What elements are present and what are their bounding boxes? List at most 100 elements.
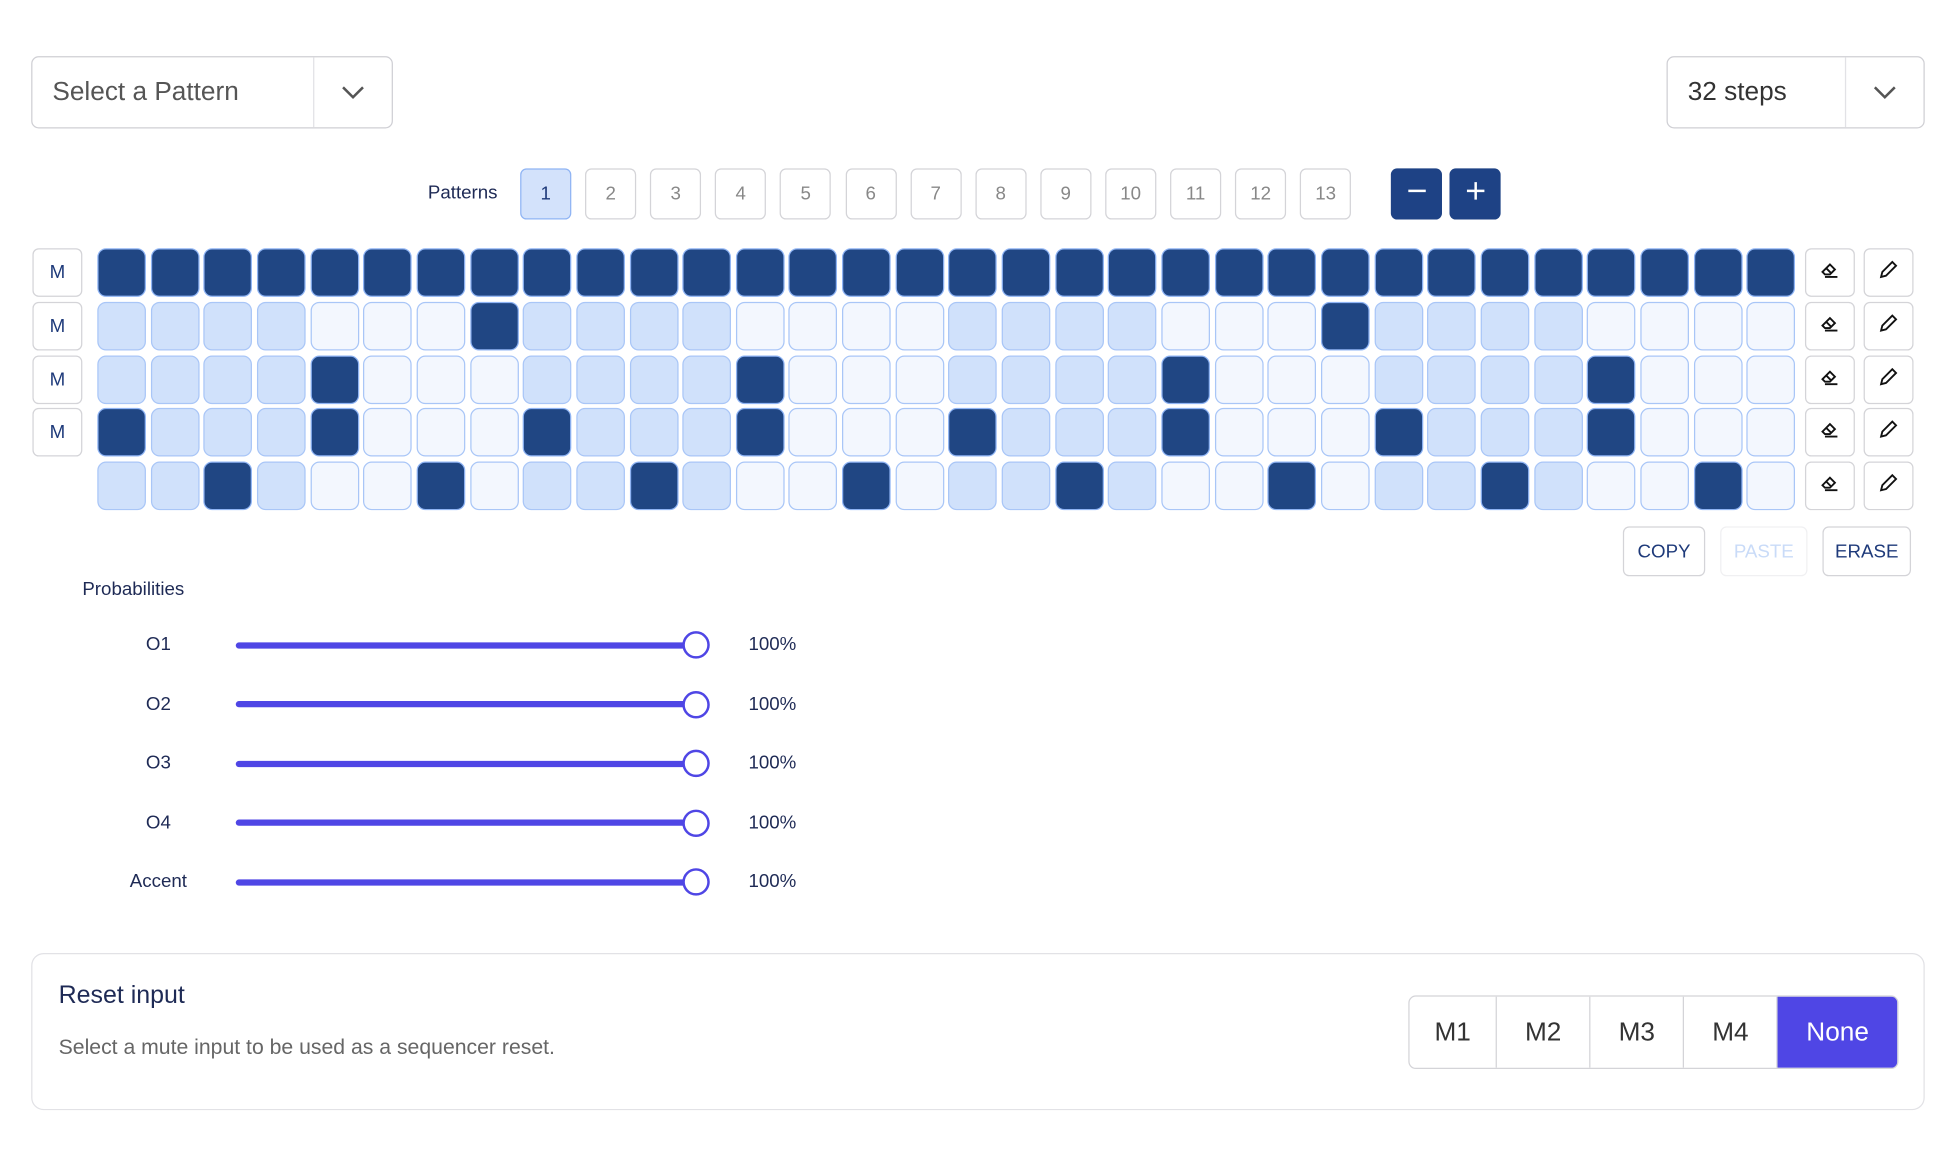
step-cell[interactable] bbox=[1320, 408, 1370, 458]
step-cell[interactable] bbox=[629, 408, 678, 458]
step-cell[interactable] bbox=[788, 301, 838, 351]
step-cell[interactable] bbox=[1054, 408, 1104, 458]
probability-slider-thumb[interactable] bbox=[682, 868, 710, 897]
probability-slider-thumb[interactable] bbox=[682, 690, 710, 718]
steps-select[interactable]: 32 steps bbox=[1666, 56, 1925, 129]
step-cell[interactable] bbox=[1427, 461, 1476, 511]
copy-button[interactable]: COPY bbox=[1622, 526, 1706, 577]
step-cell[interactable] bbox=[522, 461, 572, 511]
step-cell[interactable] bbox=[310, 408, 359, 458]
mute-button[interactable]: M bbox=[32, 408, 83, 458]
step-cell[interactable] bbox=[416, 355, 466, 404]
step-cell[interactable] bbox=[1001, 355, 1051, 404]
step-cell[interactable] bbox=[1267, 355, 1317, 404]
step-cell[interactable] bbox=[1214, 461, 1264, 511]
step-cell[interactable] bbox=[1427, 301, 1476, 351]
step-cell[interactable] bbox=[788, 461, 838, 511]
step-cell[interactable] bbox=[682, 301, 732, 351]
step-cell[interactable] bbox=[629, 461, 678, 511]
step-cell[interactable] bbox=[1693, 355, 1742, 404]
step-cell[interactable] bbox=[1267, 248, 1317, 297]
step-cell[interactable] bbox=[1427, 408, 1476, 458]
step-cell[interactable] bbox=[1108, 248, 1157, 297]
step-cell[interactable] bbox=[416, 408, 466, 458]
step-cell[interactable] bbox=[842, 461, 891, 511]
step-cell[interactable] bbox=[1586, 301, 1636, 351]
step-cell[interactable] bbox=[1161, 248, 1210, 297]
step-cell[interactable] bbox=[629, 301, 678, 351]
pattern-button-10[interactable]: 10 bbox=[1105, 168, 1157, 220]
step-cell[interactable] bbox=[1054, 355, 1104, 404]
fill-row-button[interactable] bbox=[1863, 461, 1914, 511]
pattern-select[interactable]: Select a Pattern bbox=[31, 56, 393, 129]
step-cell[interactable] bbox=[1427, 355, 1476, 404]
probability-slider-thumb[interactable] bbox=[682, 809, 710, 837]
step-cell[interactable] bbox=[1267, 301, 1317, 351]
step-cell[interactable] bbox=[310, 248, 359, 297]
step-cell[interactable] bbox=[1586, 461, 1636, 511]
step-cell[interactable] bbox=[735, 301, 785, 351]
step-cell[interactable] bbox=[788, 355, 838, 404]
step-cell[interactable] bbox=[416, 301, 466, 351]
erase-button[interactable]: ERASE bbox=[1822, 526, 1912, 577]
step-cell[interactable] bbox=[1214, 408, 1264, 458]
mute-button[interactable]: M bbox=[32, 301, 83, 351]
step-cell[interactable] bbox=[256, 461, 306, 511]
step-cell[interactable] bbox=[203, 408, 253, 458]
step-cell[interactable] bbox=[469, 461, 519, 511]
step-cell[interactable] bbox=[310, 301, 359, 351]
step-cell[interactable] bbox=[203, 461, 253, 511]
step-cell[interactable] bbox=[1693, 461, 1742, 511]
step-cell[interactable] bbox=[1533, 355, 1583, 404]
pattern-button-1[interactable]: 1 bbox=[520, 168, 572, 220]
step-cell[interactable] bbox=[1267, 461, 1317, 511]
step-cell[interactable] bbox=[1161, 461, 1210, 511]
fill-row-button[interactable] bbox=[1863, 248, 1914, 297]
step-cell[interactable] bbox=[1586, 355, 1636, 404]
step-cell[interactable] bbox=[1640, 301, 1689, 351]
step-cell[interactable] bbox=[1693, 408, 1742, 458]
step-cell[interactable] bbox=[682, 408, 732, 458]
step-cell[interactable] bbox=[1480, 301, 1530, 351]
step-cell[interactable] bbox=[1427, 248, 1476, 297]
probability-slider-track[interactable] bbox=[235, 819, 697, 827]
step-cell[interactable] bbox=[150, 461, 200, 511]
step-cell[interactable] bbox=[1214, 301, 1264, 351]
step-cell[interactable] bbox=[97, 301, 146, 351]
step-cell[interactable] bbox=[1746, 355, 1796, 404]
step-cell[interactable] bbox=[1267, 408, 1317, 458]
step-cell[interactable] bbox=[150, 301, 200, 351]
step-cell[interactable] bbox=[682, 461, 732, 511]
step-cell[interactable] bbox=[1693, 248, 1742, 297]
probability-slider-track[interactable] bbox=[235, 641, 697, 649]
step-cell[interactable] bbox=[150, 248, 200, 297]
step-cell[interactable] bbox=[1001, 461, 1051, 511]
pattern-button-11[interactable]: 11 bbox=[1170, 168, 1222, 220]
step-cell[interactable] bbox=[1746, 301, 1796, 351]
probability-slider-track[interactable] bbox=[235, 701, 697, 708]
step-cell[interactable] bbox=[256, 248, 306, 297]
remove-pattern-button[interactable] bbox=[1390, 168, 1442, 220]
step-cell[interactable] bbox=[629, 355, 678, 404]
step-cell[interactable] bbox=[1533, 408, 1583, 458]
step-cell[interactable] bbox=[1693, 301, 1742, 351]
step-cell[interactable] bbox=[310, 355, 359, 404]
step-cell[interactable] bbox=[522, 355, 572, 404]
step-cell[interactable] bbox=[469, 355, 519, 404]
step-cell[interactable] bbox=[1374, 461, 1423, 511]
step-cell[interactable] bbox=[522, 248, 572, 297]
step-cell[interactable] bbox=[522, 408, 572, 458]
step-cell[interactable] bbox=[948, 355, 998, 404]
step-cell[interactable] bbox=[363, 355, 412, 404]
step-cell[interactable] bbox=[1320, 248, 1370, 297]
step-cell[interactable] bbox=[842, 301, 891, 351]
step-cell[interactable] bbox=[1108, 355, 1157, 404]
reset-option-m3[interactable]: M3 bbox=[1591, 996, 1685, 1068]
step-cell[interactable] bbox=[1533, 301, 1583, 351]
step-cell[interactable] bbox=[1480, 355, 1530, 404]
step-cell[interactable] bbox=[469, 301, 519, 351]
step-cell[interactable] bbox=[842, 355, 891, 404]
step-cell[interactable] bbox=[735, 248, 785, 297]
step-cell[interactable] bbox=[203, 248, 253, 297]
step-cell[interactable] bbox=[842, 248, 891, 297]
